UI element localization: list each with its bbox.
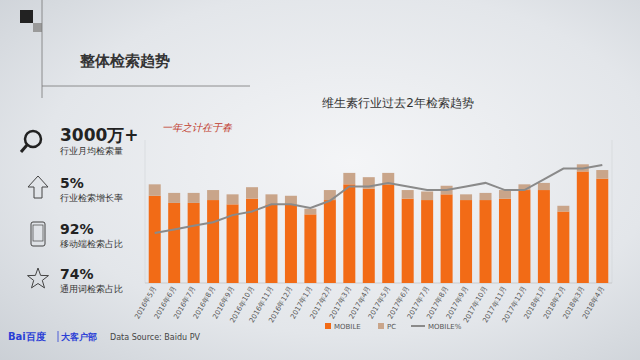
bar <box>227 194 239 204</box>
bar <box>460 200 472 283</box>
bar <box>499 199 511 283</box>
bar <box>499 190 511 199</box>
y-axis <box>145 140 146 283</box>
bar <box>480 200 492 283</box>
stat-value: 92% <box>60 221 94 237</box>
stat-label: 行业月均检索量 <box>60 146 123 156</box>
legend-label: MOBILE% <box>428 323 462 331</box>
bar <box>188 193 200 203</box>
bar <box>149 196 161 283</box>
icon-search <box>25 131 41 147</box>
bar <box>596 170 608 179</box>
bar <box>518 190 530 283</box>
x-tick-label: 2018年4月 <box>581 285 606 320</box>
line <box>155 165 603 233</box>
canvas: 整体检索趋势 3000万+行业月均检索量 5% 行业检索增长率 92% 移动端检索占比 74… <box>0 0 640 360</box>
bar <box>343 173 355 184</box>
legend-swatch <box>411 325 425 327</box>
icon-search <box>21 145 27 152</box>
bar <box>304 214 316 283</box>
bar <box>557 206 569 212</box>
bar <box>343 184 355 283</box>
bar <box>363 189 375 283</box>
bar <box>188 203 200 283</box>
department: 大客户部 <box>61 332 97 342</box>
bar <box>557 212 569 284</box>
plot <box>149 164 609 283</box>
logo-divider <box>58 331 59 342</box>
bar <box>304 209 316 215</box>
bar <box>382 184 394 283</box>
bar <box>265 204 277 283</box>
deco-line <box>42 0 43 98</box>
icons <box>21 131 49 288</box>
bar <box>168 203 180 283</box>
bar <box>538 183 550 190</box>
title: 整体检索趋势 <box>79 52 170 70</box>
bar <box>421 191 433 200</box>
source: Data Source: Baidu PV <box>110 333 200 342</box>
logo: Bai百度 <box>8 331 46 342</box>
icon-phone <box>31 222 45 246</box>
legend-swatch <box>378 323 384 329</box>
bar <box>149 184 161 195</box>
deco-square <box>20 10 33 23</box>
stat-value: 5% <box>60 175 84 191</box>
bar <box>460 194 472 200</box>
bar <box>324 200 336 283</box>
annotation: 一年之计在于春 <box>162 122 233 133</box>
bar <box>246 187 258 198</box>
icon-phone <box>33 225 43 241</box>
chart-title: 维生素行业过去2年检索趋势 <box>322 96 474 110</box>
stat-value: 3000万+ <box>60 125 139 145</box>
bar <box>285 196 297 205</box>
bar <box>168 193 180 203</box>
bar <box>441 194 453 283</box>
background <box>0 0 640 360</box>
bar <box>265 194 277 204</box>
stat-label: 通用词检索占比 <box>60 284 123 294</box>
deco-line <box>42 86 250 87</box>
stat-value: 74% <box>60 266 94 282</box>
legend-swatch <box>325 323 331 329</box>
bar <box>421 200 433 283</box>
bar <box>402 199 414 283</box>
legend-label: PC <box>387 323 396 331</box>
icon-star <box>28 268 49 288</box>
stat-label: 移动端检索占比 <box>60 239 123 249</box>
bar <box>538 190 550 283</box>
page: 整体检索趋势 3000万+行业月均检索量 5% 行业检索增长率 92% 移动端检索占比 74… <box>0 0 640 360</box>
stat-label: 行业检索增长率 <box>60 193 123 203</box>
bar <box>402 190 414 199</box>
y2-axis <box>612 140 613 283</box>
bar <box>207 190 219 200</box>
bar <box>207 200 219 283</box>
bar <box>577 171 589 283</box>
bar <box>285 204 297 283</box>
deco-square <box>33 23 42 32</box>
icon-arrow <box>28 176 48 198</box>
bar <box>596 179 608 283</box>
bar <box>480 193 492 200</box>
legend-label: MOBILE <box>334 323 361 331</box>
